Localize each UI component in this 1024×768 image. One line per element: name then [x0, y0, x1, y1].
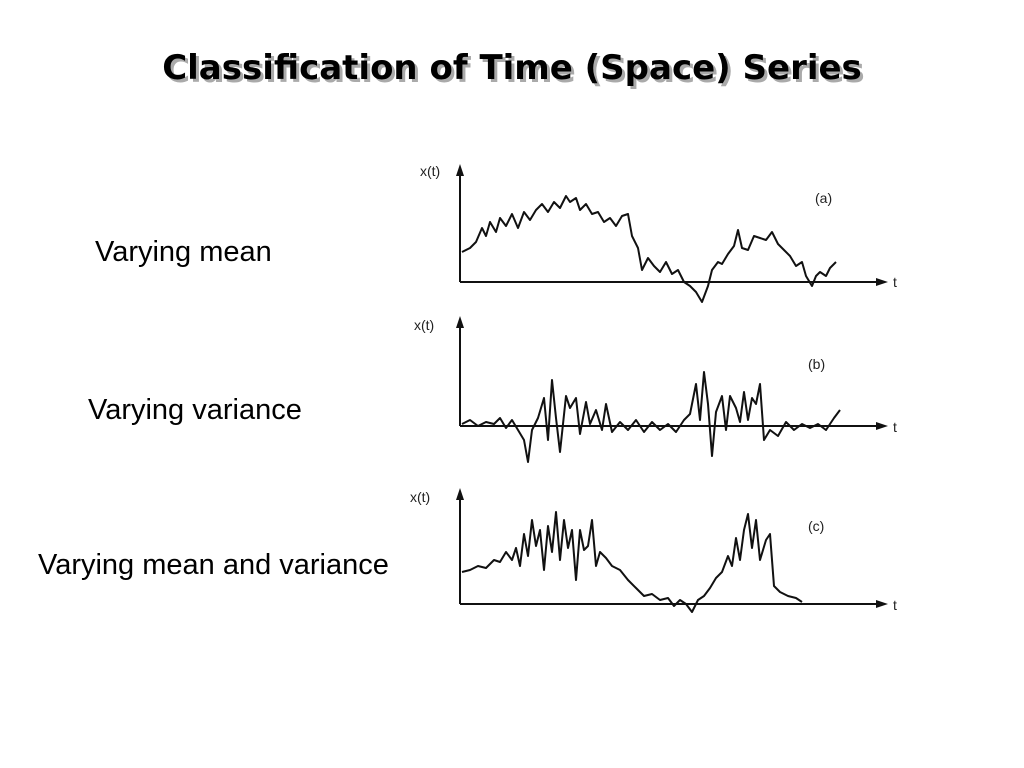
panel-label: (a)	[815, 190, 832, 206]
arrow	[456, 164, 464, 176]
panel-c: x(t) t (c)	[410, 488, 897, 613]
panel-label: (b)	[808, 356, 825, 372]
x-axis-label: t	[893, 597, 897, 613]
panel-label: (c)	[808, 518, 824, 534]
row-label: Varying mean	[95, 236, 272, 268]
panel-a: x(t) t (a)	[420, 163, 897, 303]
arrow	[456, 316, 464, 328]
arrow	[876, 278, 888, 286]
series-curve	[461, 195, 837, 303]
x-axis-label: t	[893, 419, 897, 435]
row-label: Varying mean and variance	[38, 549, 389, 581]
row-label: Varying variance	[88, 394, 302, 426]
y-axis-label: x(t)	[414, 317, 434, 333]
series-curve	[461, 511, 803, 613]
x-axis-label: t	[893, 274, 897, 290]
arrow	[876, 600, 888, 608]
panel-b: x(t) t (b)	[414, 316, 897, 463]
y-axis-label: x(t)	[420, 163, 440, 179]
arrow	[876, 422, 888, 430]
arrow	[456, 488, 464, 500]
y-axis-label: x(t)	[410, 489, 430, 505]
series-curve	[461, 371, 841, 463]
slide-title: Classification of Time (Space) Series	[162, 48, 862, 88]
